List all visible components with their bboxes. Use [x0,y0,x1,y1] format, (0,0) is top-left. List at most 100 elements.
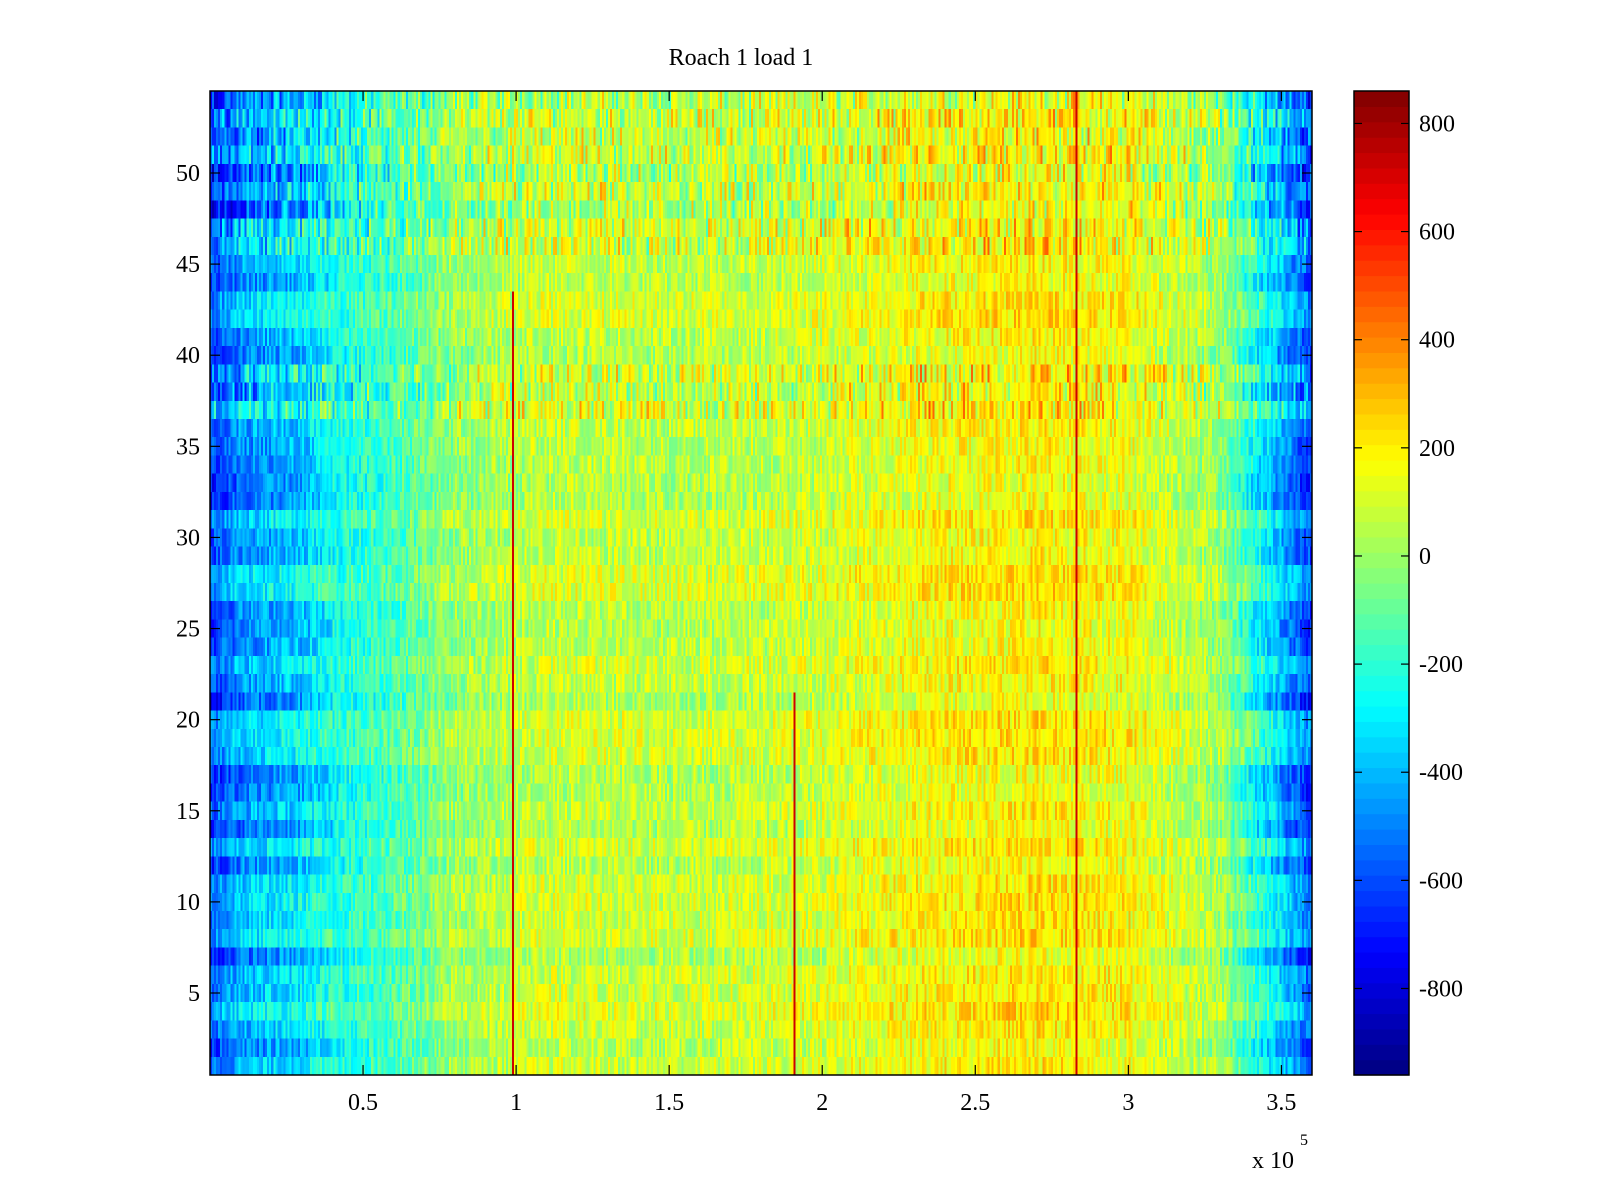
colorbar-swatch [1354,167,1409,184]
colorbar-swatch [1354,890,1409,907]
colorbar-swatch [1354,998,1409,1015]
colorbar-swatch [1354,106,1409,123]
x-tick-label: 2 [816,1090,828,1116]
colorbar-swatch [1354,1028,1409,1045]
colorbar-swatch [1354,583,1409,599]
colorbar-swatch [1354,183,1409,200]
colorbar-swatch [1354,844,1409,861]
y-axis: 5 10 15 20 25 30 35 40 45 50 [176,161,1312,1007]
x-axis: 0.5 1 1.5 2 2.5 3 3.5 [348,91,1296,1116]
colorbar-swatch [1354,290,1409,307]
colorbar-swatch [1354,214,1409,230]
colorbar-swatch [1354,905,1409,922]
colorbar-swatch [1354,229,1409,246]
colorbar-swatch [1354,413,1409,430]
colorbar-swatch [1354,275,1409,292]
colorbar-swatch [1354,967,1409,984]
colorbar-swatch [1354,1013,1409,1030]
plot-frame [209,90,1313,1076]
colorbar-swatch [1354,444,1409,461]
colorbar-swatch [1354,1044,1409,1061]
colorbar-swatch [1354,690,1409,707]
colorbar-tick-label: -400 [1419,760,1463,786]
y-tick-label: 20 [176,708,200,734]
colorbar-swatch [1354,721,1409,738]
colorbar-swatch [1354,244,1409,261]
colorbar-swatch [1354,198,1409,215]
heatmap-plot-area [210,91,1312,1075]
colorbar-tick-label: 200 [1419,436,1455,462]
colorbar-swatch [1354,490,1409,507]
colorbar-tick-label: -200 [1419,652,1463,678]
colorbar-swatch [1354,598,1409,615]
colorbar-tick-label: 400 [1419,328,1455,354]
colorbar-tick-label: 0 [1419,544,1431,570]
colorbar-swatch [1354,383,1409,400]
colorbar-swatch [1354,475,1409,492]
y-tick-label: 50 [176,161,200,187]
colorbar-swatch [1354,152,1409,169]
colorbar-swatch [1354,952,1409,968]
y-tick-label: 35 [176,434,200,460]
colorbar-tick-label: -800 [1419,976,1463,1002]
colorbar-frame [1353,90,1410,1076]
colorbar-swatch [1354,352,1409,369]
colorbar-axis: 800 600 400 200 0 -200 -400 -600 -800 [1354,111,1463,1002]
colorbar-swatch [1354,921,1409,938]
colorbar-swatch [1354,798,1409,815]
y-tick-label: 40 [176,343,200,369]
x-exponent-label: x 10 [1252,1148,1294,1174]
colorbar-tick-label: 800 [1419,111,1455,137]
colorbar-swatch [1354,552,1409,569]
colorbar [1354,91,1409,1076]
x-tick-label: 1.5 [654,1090,684,1116]
colorbar-swatch [1354,706,1409,722]
colorbar-swatch [1354,398,1409,415]
colorbar-swatch [1354,813,1409,830]
colorbar-swatch [1354,936,1409,953]
y-tick-label: 25 [176,617,200,643]
colorbar-swatch [1354,1059,1409,1076]
y-tick-label: 45 [176,252,200,278]
colorbar-swatch [1354,859,1409,876]
colorbar-swatch [1354,460,1409,476]
colorbar-swatch [1354,367,1409,384]
colorbar-swatch [1354,659,1409,676]
colorbar-swatch [1354,321,1409,338]
colorbar-swatch [1354,137,1409,154]
y-tick-label: 10 [176,890,200,916]
colorbar-swatch [1354,91,1409,107]
colorbar-swatch [1354,782,1409,799]
x-tick-label: 0.5 [348,1090,378,1116]
x-exponent-superscript: 5 [1300,1132,1308,1149]
colorbar-swatch [1354,644,1409,661]
colorbar-swatch [1354,121,1409,138]
colorbar-swatch [1354,506,1409,523]
y-tick-label: 30 [176,525,200,551]
colorbar-swatch [1354,429,1409,446]
heatmap-cells [210,91,1312,1075]
colorbar-tick-label: 600 [1419,220,1455,246]
colorbar-swatch [1354,829,1409,845]
x-tick-label: 2.5 [960,1090,990,1116]
colorbar-swatch [1354,675,1409,692]
x-tick-label: 1 [510,1090,522,1116]
chart-title: Roach 1 load 1 [669,45,814,71]
colorbar-swatch [1354,767,1409,784]
colorbar-swatch [1354,337,1409,353]
colorbar-swatch [1354,260,1409,277]
x-tick-label: 3.5 [1266,1090,1296,1116]
colorbar-swatch [1354,521,1409,538]
y-tick-label: 5 [188,981,200,1007]
colorbar-swatch [1354,567,1409,584]
colorbar-swatch [1354,752,1409,769]
colorbar-swatch [1354,736,1409,753]
colorbar-swatch [1354,982,1409,999]
y-tick-label: 15 [176,799,200,825]
colorbar-swatch [1354,536,1409,553]
x-tick-label: 3 [1122,1090,1134,1116]
colorbar-swatch [1354,629,1409,646]
colorbar-swatch [1354,306,1409,323]
colorbar-swatch [1354,875,1409,892]
